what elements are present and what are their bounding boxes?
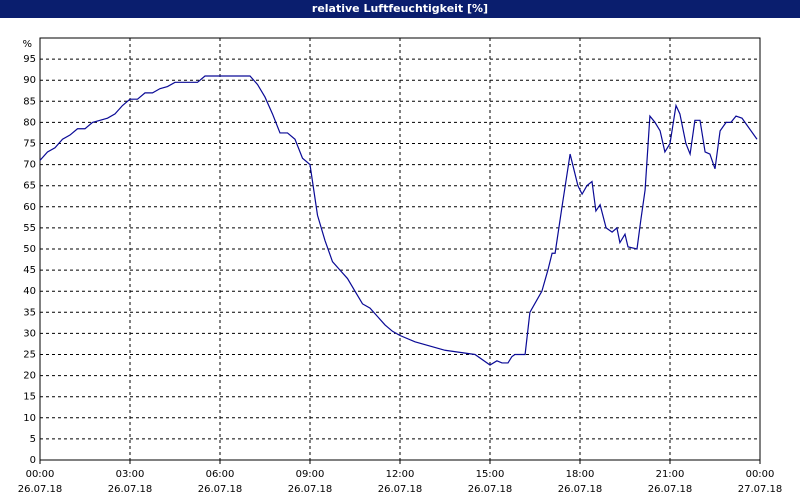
data-line xyxy=(39,75,758,366)
x-tick-date: 26.07.18 xyxy=(18,484,63,495)
y-tick-label: 10 xyxy=(23,413,36,424)
y-tick-label: 60 xyxy=(23,202,36,213)
x-tick-label: 15:00 xyxy=(476,469,505,480)
x-tick-label: 00:00 xyxy=(26,469,55,480)
x-tick-date: 26.07.18 xyxy=(648,484,693,495)
y-tick-label: 45 xyxy=(23,265,36,276)
y-tick-label: 50 xyxy=(23,244,36,255)
x-tick-label: 09:00 xyxy=(296,469,325,480)
x-tick-label: 00:00 xyxy=(746,469,775,480)
x-tick-label: 03:00 xyxy=(116,469,145,480)
x-tick-date: 26.07.18 xyxy=(198,484,243,495)
y-tick-label: 5 xyxy=(30,434,36,445)
y-tick-label: 20 xyxy=(23,371,36,382)
y-tick-label: 90 xyxy=(23,75,36,86)
title-bar xyxy=(0,0,800,18)
y-tick-label: 55 xyxy=(23,223,36,234)
plot-frame xyxy=(39,37,761,461)
y-tick-label: 95 xyxy=(23,54,36,65)
chart-title: relative Luftfeuchtigkeit [%] xyxy=(312,2,488,15)
y-tick-label: 85 xyxy=(23,96,36,107)
y-tick-label: 75 xyxy=(23,139,36,150)
y-tick-label: 0 xyxy=(30,455,36,466)
x-tick-label: 12:00 xyxy=(386,469,415,480)
y-tick-label: 70 xyxy=(23,160,36,171)
x-tick-label: 21:00 xyxy=(656,469,685,480)
y-tick-label: 25 xyxy=(23,350,36,361)
y-tick-label: 35 xyxy=(23,307,36,318)
y-axis-label: % xyxy=(22,39,32,50)
x-tick-label: 18:00 xyxy=(566,469,595,480)
y-tick-label: 65 xyxy=(23,181,36,192)
x-tick-date: 26.07.18 xyxy=(558,484,603,495)
x-tick-label: 06:00 xyxy=(206,469,235,480)
x-tick-date: 26.07.18 xyxy=(468,484,513,495)
x-tick-date: 26.07.18 xyxy=(288,484,333,495)
x-tick-date: 27.07.18 xyxy=(738,484,783,495)
y-tick-label: 15 xyxy=(23,392,36,403)
x-tick-date: 26.07.18 xyxy=(108,484,153,495)
y-tick-label: 40 xyxy=(23,286,36,297)
y-tick-label: 80 xyxy=(23,117,36,128)
y-tick-label: 30 xyxy=(23,328,36,339)
x-tick-date: 26.07.18 xyxy=(378,484,423,495)
